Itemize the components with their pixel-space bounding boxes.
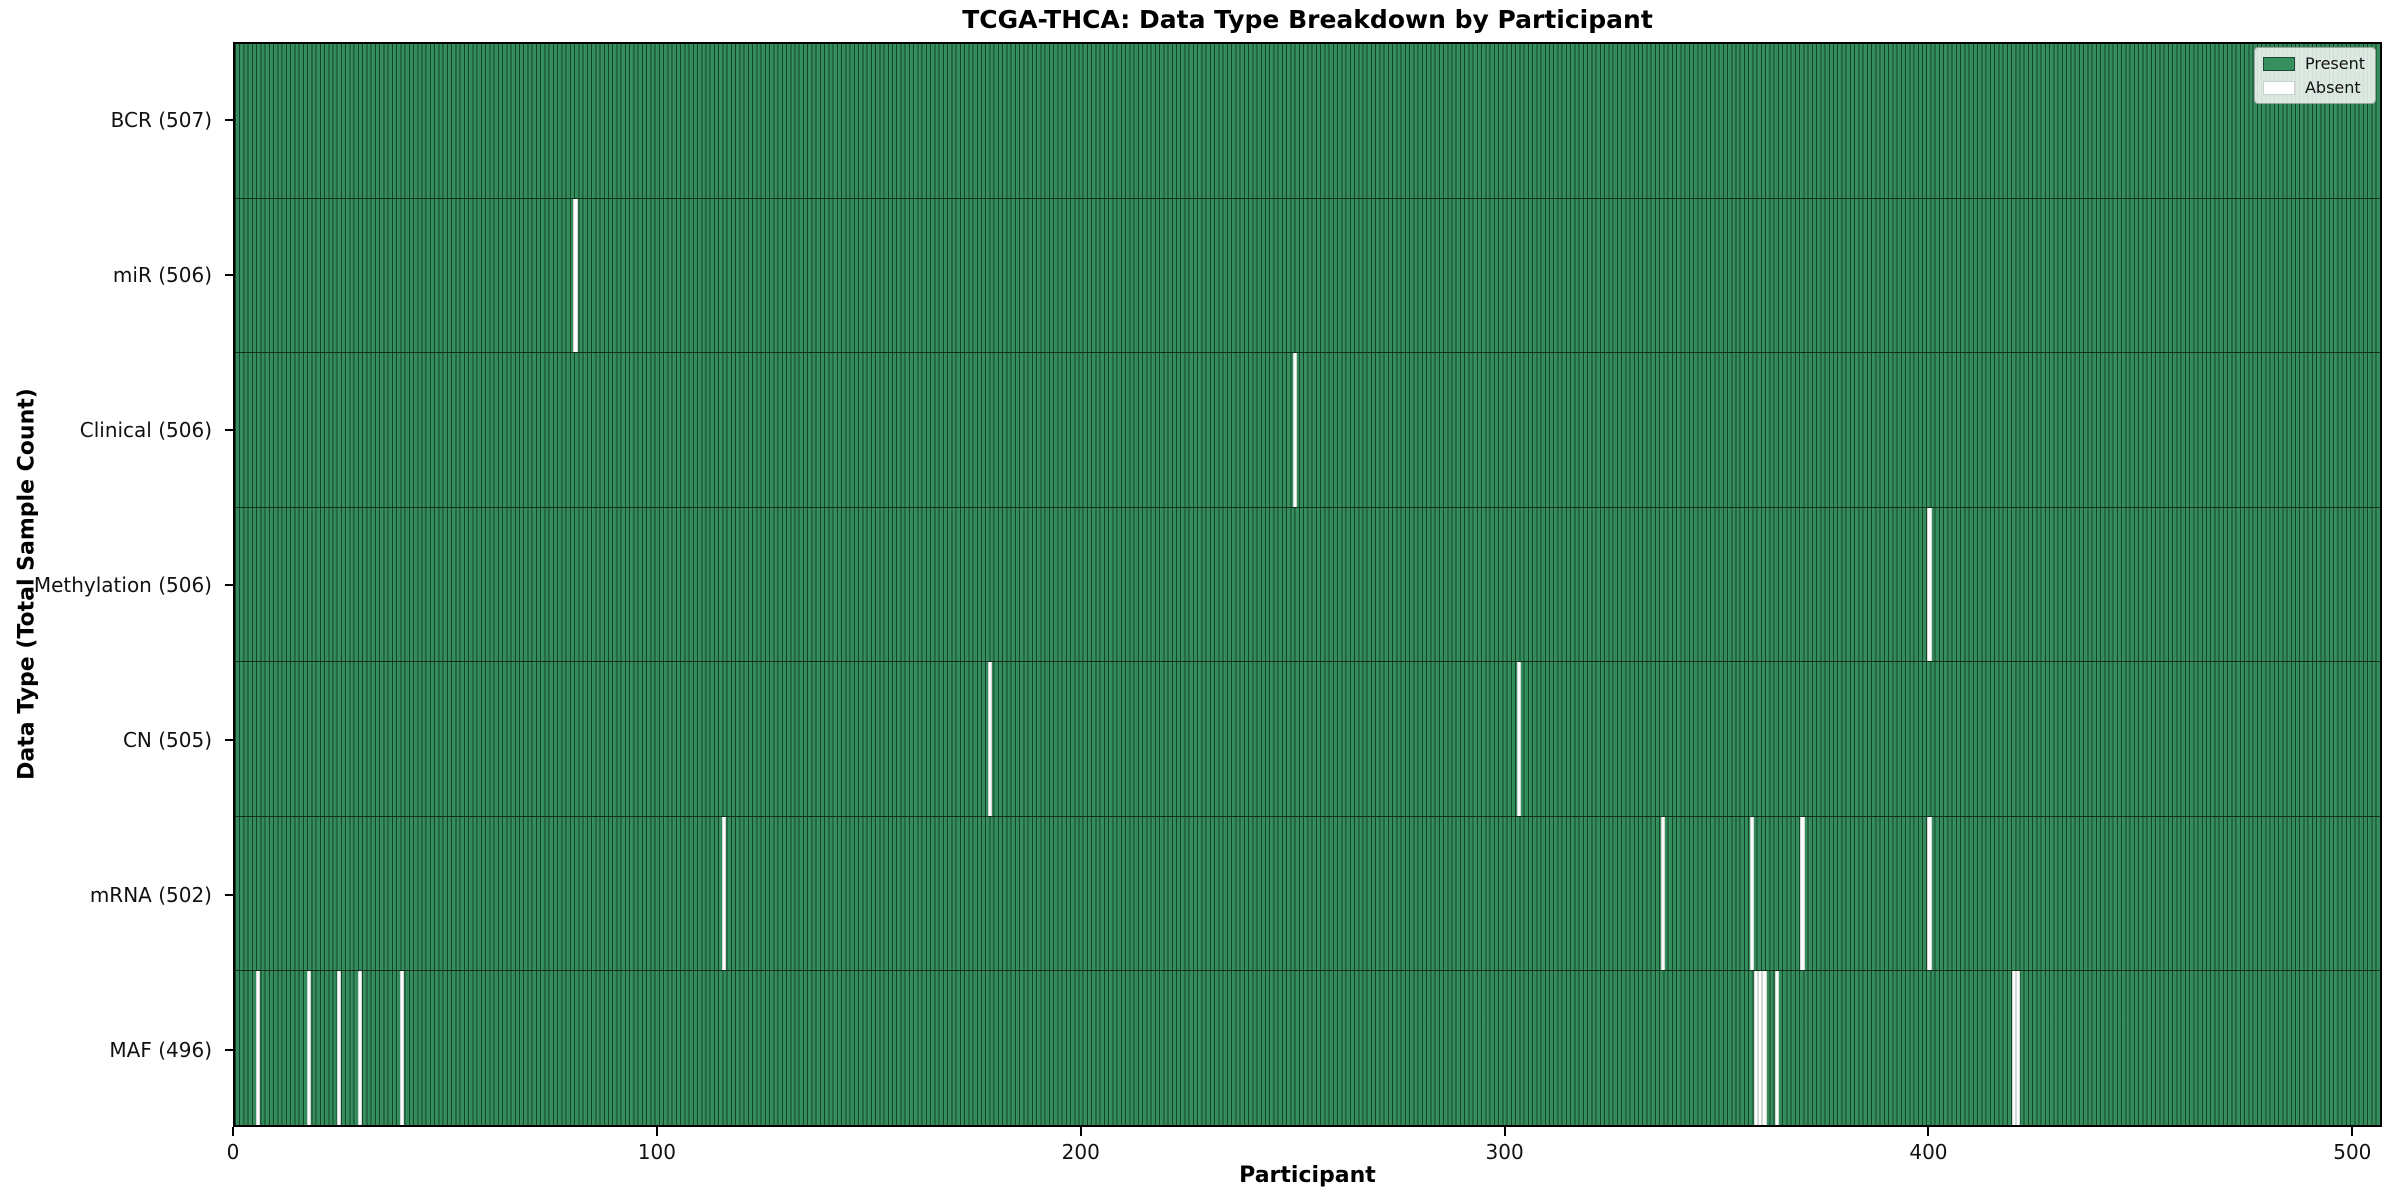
y-tick-label: CN (505)	[122, 727, 212, 752]
y-tick-mark	[225, 583, 233, 586]
absent-gap	[721, 816, 726, 971]
y-tick-mark	[225, 1048, 233, 1051]
y-tick-mark	[225, 738, 233, 741]
present-swatch-icon	[2262, 56, 2295, 71]
y-tick-label: Clinical (506)	[79, 417, 212, 442]
absent-gap	[336, 971, 341, 1126]
absent-gap	[1927, 816, 1932, 971]
absent-gap	[1775, 971, 1780, 1126]
x-tick-mark	[655, 1127, 658, 1136]
x-tick-mark	[1927, 1127, 1930, 1136]
x-tick-label: 0	[226, 1140, 240, 1164]
x-axis-label: Participant	[1239, 1163, 1376, 1188]
absent-gap	[1753, 971, 1759, 1126]
row-maf	[235, 971, 2380, 1126]
plot-area	[233, 42, 2382, 1127]
x-tick-label: 100	[637, 1140, 676, 1164]
row-mrna	[235, 816, 2380, 972]
y-tick-label: BCR (507)	[110, 107, 212, 132]
x-tick-label: 300	[1485, 1140, 1524, 1164]
absent-gap	[357, 971, 362, 1126]
absent-gap	[1292, 353, 1297, 507]
legend: Present Absent	[2253, 47, 2376, 104]
row-cn	[235, 662, 2380, 817]
chart-title: TCGA-THCA: Data Type Breakdown by Partic…	[962, 5, 1653, 34]
absent-gap	[2016, 971, 2021, 1126]
x-tick-mark	[1079, 1127, 1082, 1136]
y-tick-mark	[225, 893, 233, 896]
legend-item-absent: Absent	[2262, 78, 2365, 97]
x-tick-label: 500	[2333, 1140, 2372, 1164]
x-tick-mark	[232, 1127, 234, 1136]
absent-gap	[1927, 507, 1932, 662]
y-tick-label: miR (506)	[112, 262, 212, 287]
y-tick-mark	[225, 428, 233, 431]
absent-gap	[1800, 816, 1805, 971]
y-tick-label: mRNA (502)	[89, 882, 212, 907]
row-bcr	[235, 44, 2380, 199]
row-methylation	[235, 507, 2380, 663]
legend-label-absent: Absent	[2304, 78, 2361, 97]
absent-gap	[1749, 816, 1754, 971]
absent-gap	[400, 971, 405, 1126]
absent-gap	[1758, 971, 1763, 1126]
absent-gap	[306, 971, 312, 1126]
y-tick-label: MAF (496)	[109, 1037, 212, 1062]
absent-gap	[988, 662, 993, 816]
row-clinical	[235, 353, 2380, 508]
absent-swatch-icon	[2262, 80, 2295, 95]
x-tick-label: 400	[1909, 1140, 1948, 1164]
y-tick-mark	[225, 273, 233, 276]
legend-label-present: Present	[2304, 54, 2365, 73]
y-tick-label: Methylation (506)	[33, 572, 212, 597]
x-tick-mark	[2351, 1127, 2354, 1136]
absent-gap	[1762, 971, 1767, 1126]
legend-item-present: Present	[2262, 54, 2365, 73]
absent-gap	[256, 971, 261, 1126]
absent-gap	[1516, 662, 1522, 816]
x-tick-mark	[1503, 1127, 1506, 1136]
row-mir	[235, 198, 2380, 354]
absent-gap	[573, 198, 578, 353]
x-tick-label: 200	[1061, 1140, 1100, 1164]
y-tick-mark	[225, 118, 233, 121]
absent-gap	[2011, 971, 2017, 1126]
absent-gap	[1660, 816, 1665, 971]
